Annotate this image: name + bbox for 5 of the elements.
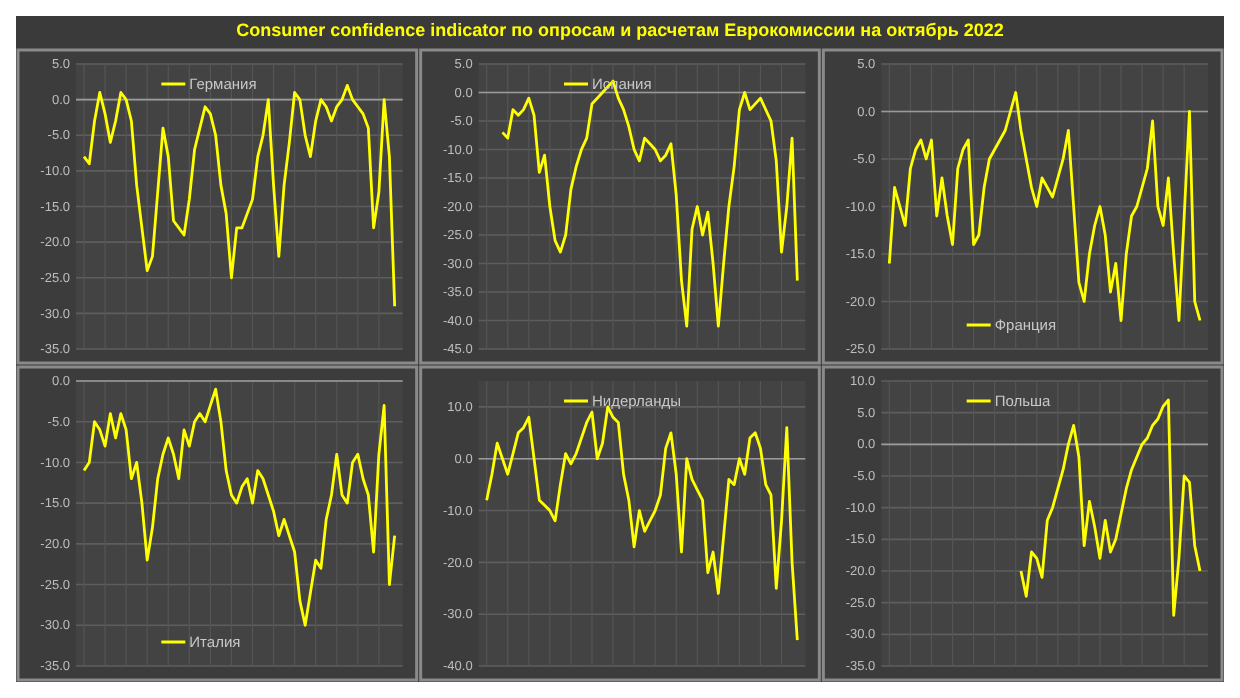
line-series: [82, 387, 397, 627]
line-series: [501, 79, 799, 328]
text: Consumer confidence indicator по опросам и расчетам Еврокомиссии на октябрь 2022: [236, 20, 1004, 40]
line-series: [887, 91, 1202, 322]
line-series: [485, 405, 799, 642]
